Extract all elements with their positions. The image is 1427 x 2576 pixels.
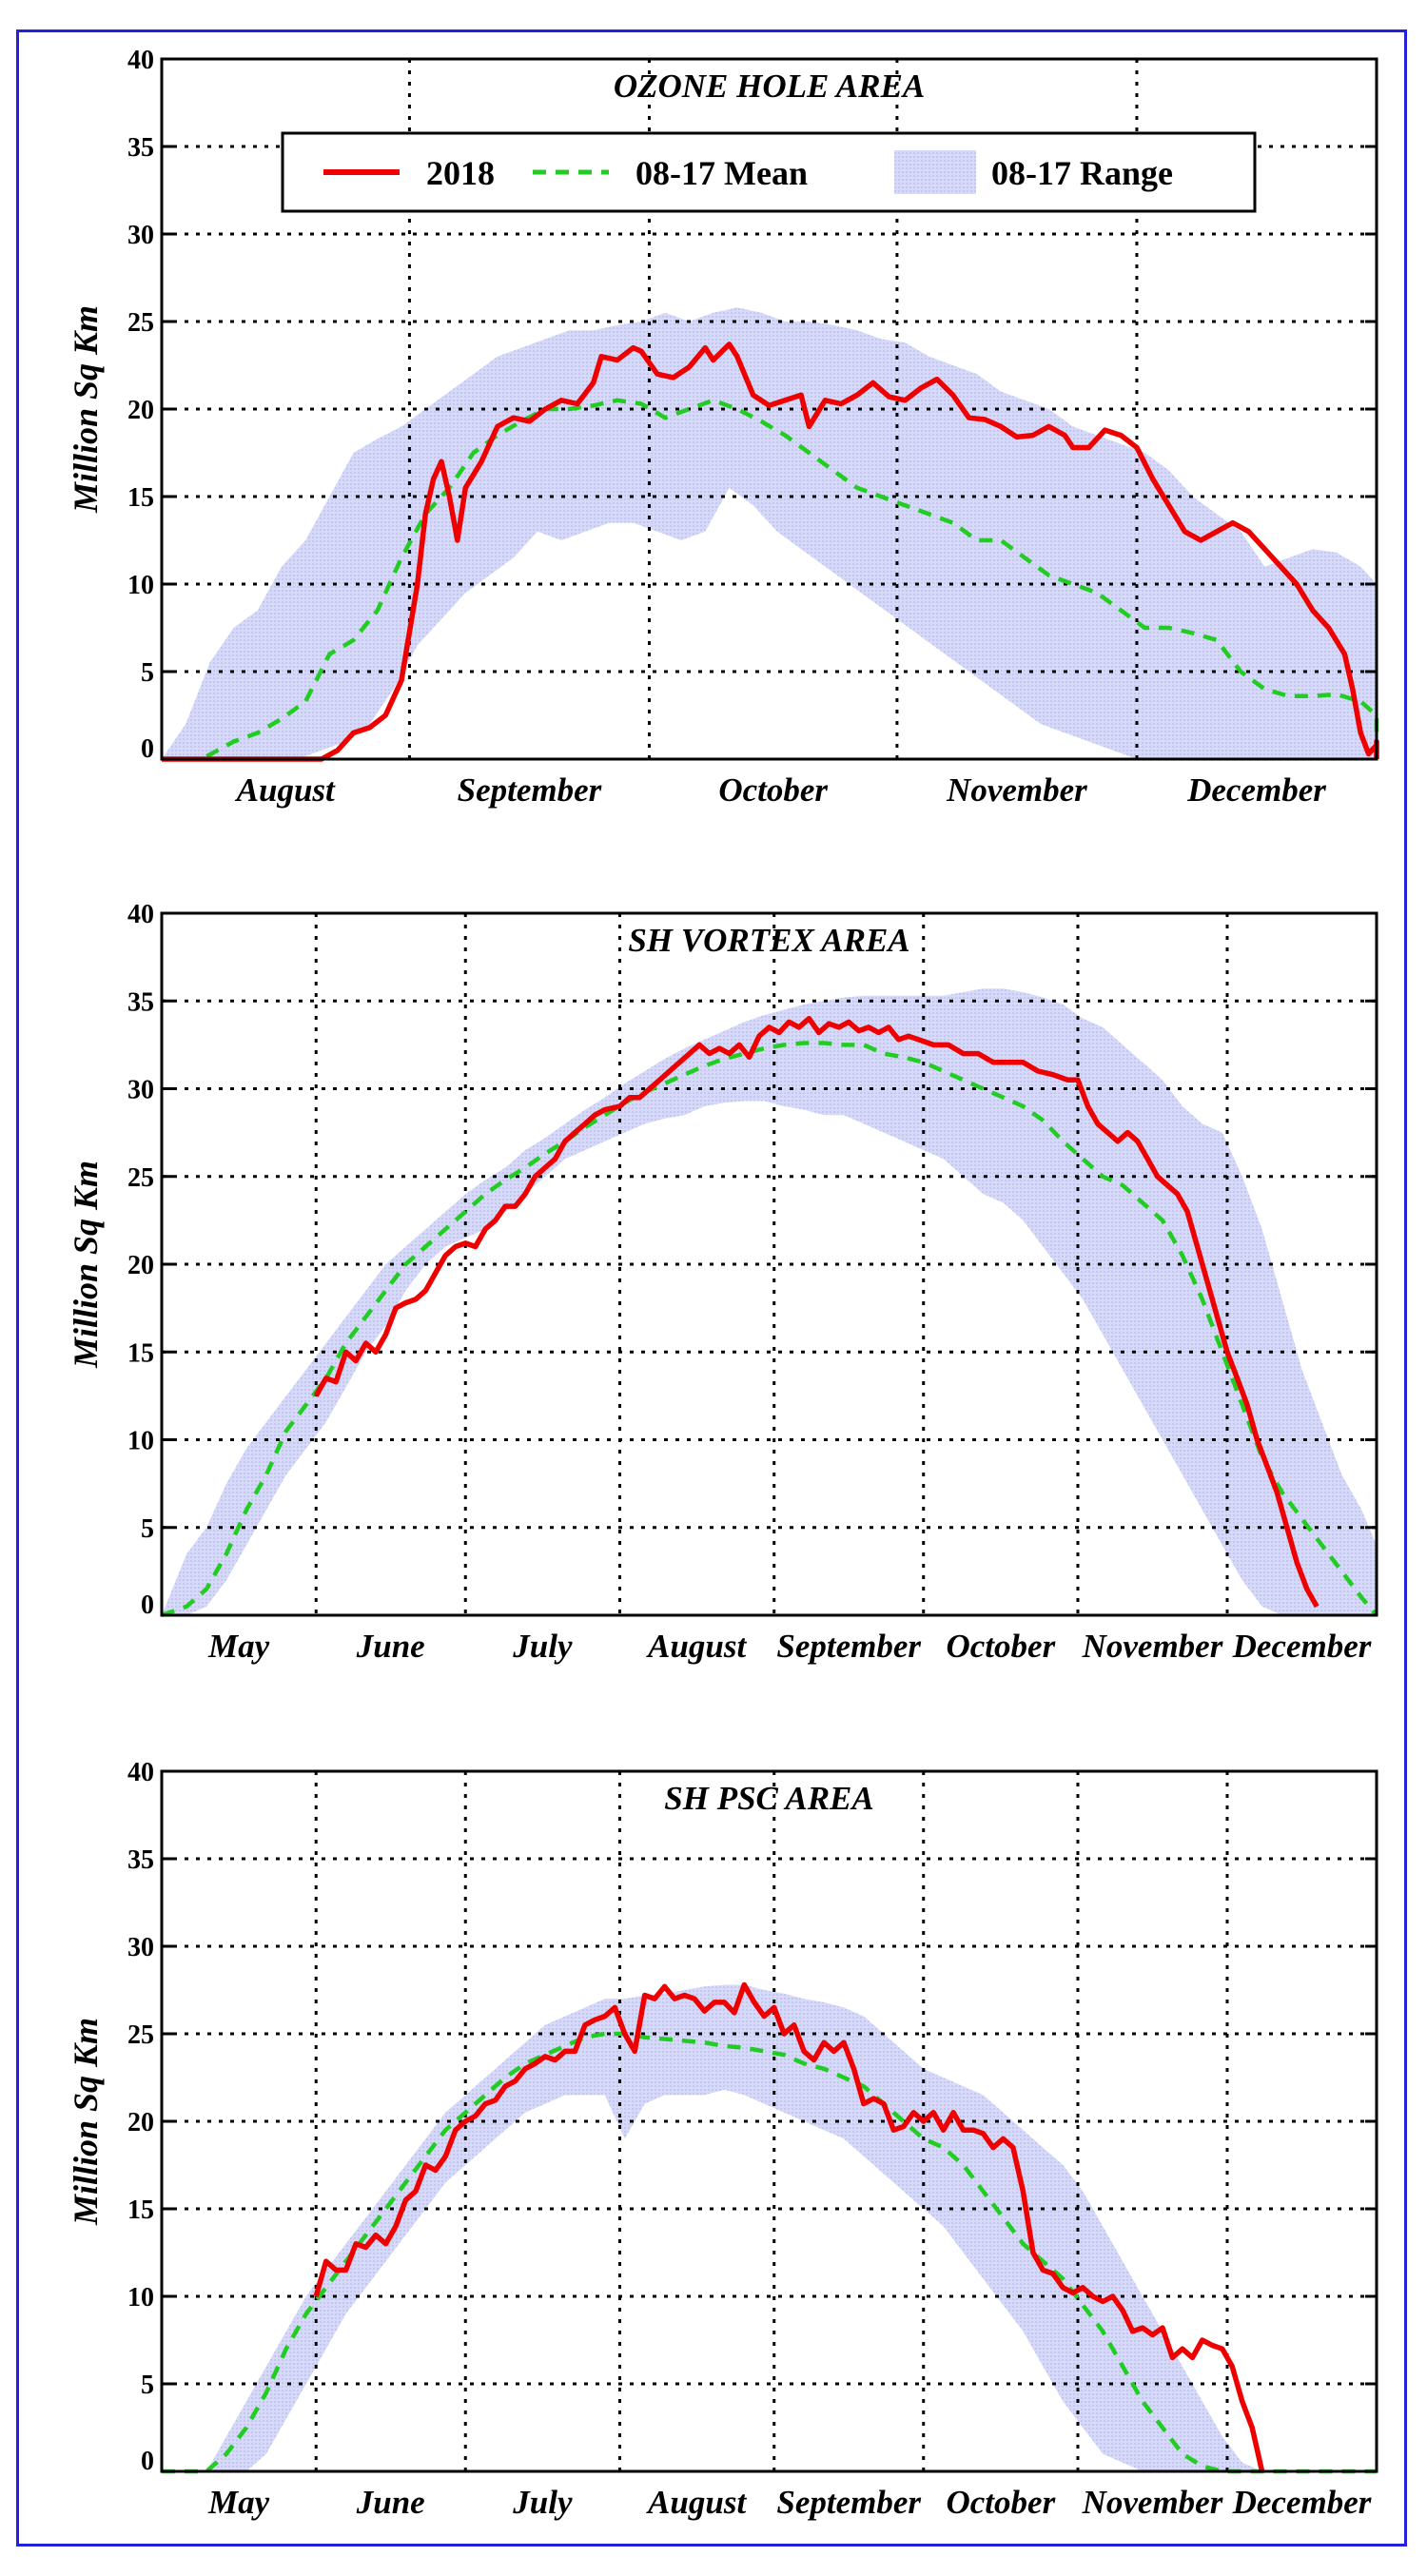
x-month-label: July [512,2484,573,2521]
y-tick-label: 5 [141,658,154,688]
chart-panel-1: 0 5 10 15 20 25 30 35 40 August September October No… [67,46,1379,809]
y-tick-label: 25 [127,1163,154,1193]
y-tick-label: 20 [127,1251,154,1280]
chart-title: SH VORTEX AREA [628,922,909,959]
y-tick-label: 20 [127,2108,154,2137]
y-axis-label: Million Sq Km [67,305,105,514]
y-tick-label: 25 [127,2020,154,2050]
chart-title: OZONE HOLE AREA [614,68,925,105]
x-month-label: December [1232,1628,1372,1665]
y-axis-label: Million Sq Km [67,2018,105,2226]
x-month-label: May [207,2484,270,2521]
legend-box [281,131,1257,213]
y-tick-label: 0 [141,1590,154,1620]
x-month-label: June [356,1628,425,1665]
y-tick-label: 40 [127,46,154,75]
y-tick-label: 10 [127,571,154,600]
x-month-label: August [646,1628,747,1665]
y-tick-label: 30 [127,221,154,250]
range-band [162,307,1377,759]
x-month-label: November [1082,2484,1223,2521]
y-tick-label: 25 [127,308,154,338]
x-month-label: July [512,1628,573,1665]
chart-panel-3: 0 5 10 15 20 25 30 35 40 May June July August Septemb… [67,1758,1378,2521]
x-month-label: December [1186,771,1326,809]
range-band [162,988,1377,1615]
x-month-label: June [356,2484,425,2521]
x-month-label: November [1082,1628,1223,1665]
line-2018 [313,1015,1319,1609]
y-tick-label: 15 [127,1338,154,1368]
x-month-label: September [458,771,602,809]
y-tick-label: 15 [127,2195,154,2225]
y-tick-label: 15 [127,483,154,513]
y-tick-label: 30 [127,1933,154,1962]
y-tick-label: 0 [141,734,154,764]
y-tick-label: 40 [127,1758,154,1787]
mean-line [162,2031,1377,2474]
mean-line [162,398,1379,762]
y-tick-label: 10 [127,1427,154,1456]
x-month-label: September [776,2484,921,2521]
line-2018 [162,342,1379,762]
y-tick-label: 0 [141,2447,154,2476]
legend-label-mean: 08-17 Mean [635,154,808,192]
x-month-label: August [646,2484,747,2521]
x-month-label: December [1232,2484,1372,2521]
y-tick-label: 20 [127,396,154,425]
x-month-label: October [718,771,828,809]
legend-swatch-range [894,150,976,194]
x-month-label: May [207,1628,270,1665]
x-month-label: September [776,1628,921,1665]
x-month-label: November [946,771,1087,809]
y-tick-label: 10 [127,2283,154,2313]
mean-line [161,1041,1378,1618]
y-tick-label: 35 [127,133,154,163]
x-month-label: October [947,2484,1056,2521]
legend-label-2018: 2018 [426,154,495,192]
y-tick-label: 5 [141,1514,154,1544]
legend: 2018 08-17 Mean 08-17 Range [281,131,1257,213]
x-month-label: August [235,771,336,809]
y-tick-label: 5 [141,2371,154,2400]
y-tick-label: 35 [127,987,154,1017]
figure-frame [16,29,1407,2547]
y-tick-label: 35 [127,1845,154,1875]
range-band [162,1984,1377,2471]
x-month-label: October [947,1628,1056,1665]
y-tick-label: 40 [127,900,154,929]
chart-panel-2: 0 5 10 15 20 25 30 35 40 May June July August Septemb… [67,900,1378,1665]
y-axis-label: Million Sq Km [67,1161,105,1369]
y-tick-label: 30 [127,1076,154,1105]
line-2018 [313,1981,1265,2472]
chart-title: SH PSC AREA [664,1780,873,1817]
legend-label-range: 08-17 Range [991,154,1173,192]
